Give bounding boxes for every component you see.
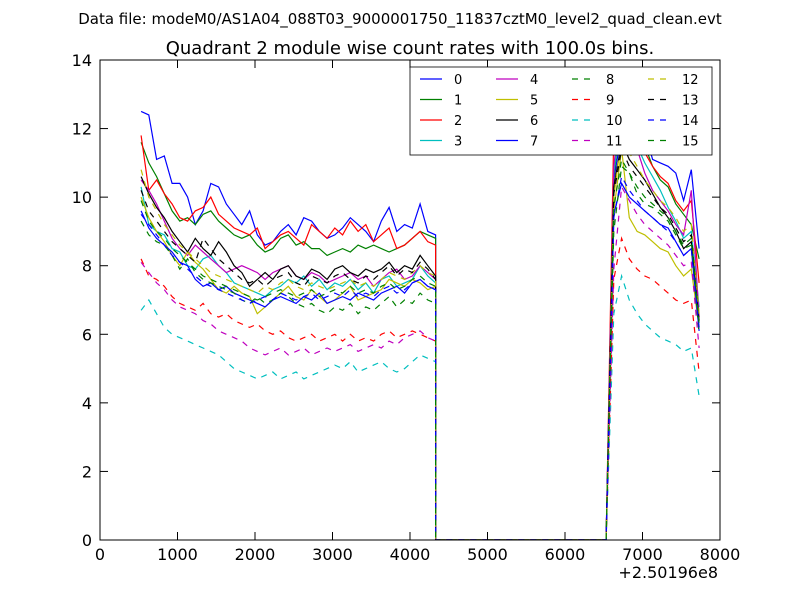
chart-suptitle: Data file: modeM0/AS1A04_088T03_90000017…: [78, 10, 722, 29]
y-tick-label: 4: [82, 394, 92, 413]
x-tick-label: 7000: [622, 545, 663, 564]
legend-label-13: 13: [682, 94, 699, 109]
x-tick-label: 3000: [312, 545, 353, 564]
x-tick-label: 6000: [545, 545, 586, 564]
x-tick-label: 4000: [390, 545, 431, 564]
series-line-12: [140, 133, 700, 540]
x-tick-label: 0: [95, 545, 105, 564]
series-line-15: [140, 157, 700, 540]
legend-label-10: 10: [606, 114, 623, 129]
series-line-7: [140, 181, 700, 540]
series-line-11: [140, 184, 700, 540]
x-tick-label: 5000: [467, 545, 508, 564]
series-line-9: [140, 236, 700, 540]
series-line-6: [140, 140, 700, 540]
x-tick-label: 1000: [157, 545, 198, 564]
x-axis-offset-label: +2.50196e8: [618, 563, 718, 582]
y-tick-label: 10: [72, 188, 92, 207]
legend-label-3: 3: [454, 135, 462, 150]
x-tick-label: 2000: [235, 545, 276, 564]
legend-label-2: 2: [454, 114, 462, 129]
y-tick-label: 6: [82, 325, 92, 344]
y-tick-label: 12: [72, 120, 92, 139]
legend-label-12: 12: [682, 73, 699, 88]
y-tick-label: 14: [72, 51, 92, 70]
legend-label-15: 15: [682, 135, 699, 150]
x-tick-label: 8000: [700, 545, 741, 564]
legend-label-0: 0: [454, 73, 462, 88]
series-line-13: [140, 147, 700, 540]
legend-label-11: 11: [606, 135, 623, 150]
legend-label-7: 7: [530, 135, 538, 150]
chart-title: Quadrant 2 module wise count rates with …: [166, 38, 655, 59]
y-tick-label: 2: [82, 462, 92, 481]
series-line-8: [140, 165, 700, 540]
legend-label-6: 6: [530, 114, 538, 129]
series-lines: [140, 92, 700, 540]
legend-label-8: 8: [606, 73, 614, 88]
legend-label-4: 4: [530, 73, 538, 88]
y-tick-label: 8: [82, 257, 92, 276]
series-line-10: [140, 273, 700, 540]
legend-label-5: 5: [530, 94, 538, 109]
plot-area: 0 1000 2000 3000 4000 5000 6000 7000 80000246810…: [72, 51, 741, 564]
y-tick-label: 0: [82, 531, 92, 550]
legend-label-1: 1: [454, 94, 462, 109]
legend-label-14: 14: [682, 114, 699, 129]
legend-label-9: 9: [606, 94, 614, 109]
series-line-14: [140, 174, 700, 540]
